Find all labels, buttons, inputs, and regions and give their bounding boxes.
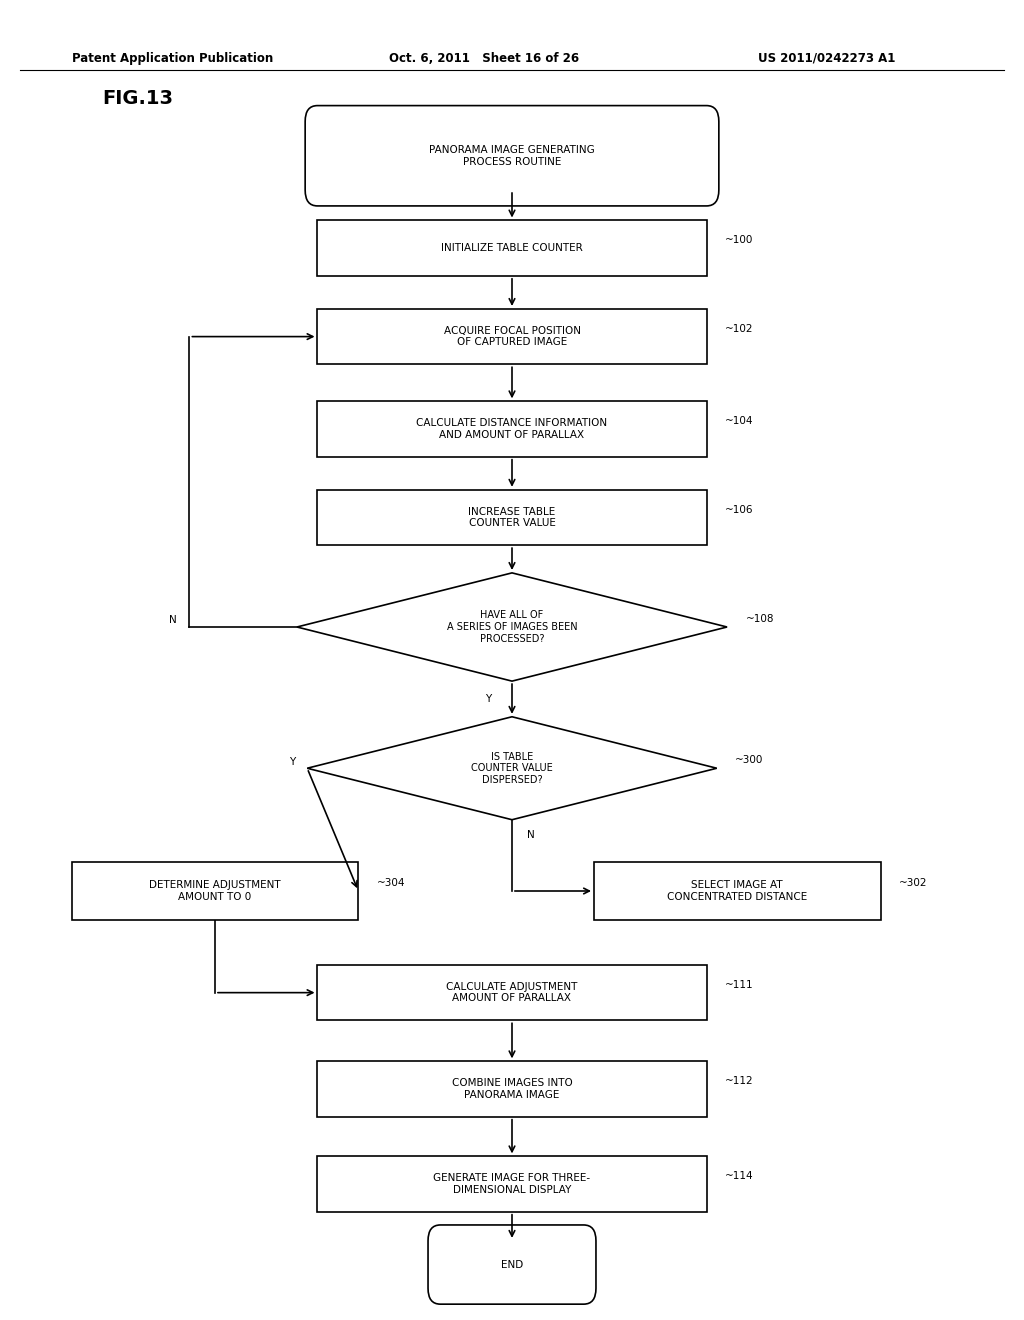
Bar [317, 1061, 707, 1117]
Bar [317, 309, 707, 364]
Text: COMBINE IMAGES INTO
PANORAMA IMAGE: COMBINE IMAGES INTO PANORAMA IMAGE [452, 1078, 572, 1100]
Text: END: END [501, 1259, 523, 1270]
FancyBboxPatch shape [305, 106, 719, 206]
Bar [317, 401, 707, 457]
Text: ~102: ~102 [725, 323, 754, 334]
Text: ~111: ~111 [725, 979, 754, 990]
Text: INITIALIZE TABLE COUNTER: INITIALIZE TABLE COUNTER [441, 243, 583, 253]
Text: ~302: ~302 [899, 878, 928, 888]
Bar [317, 220, 707, 276]
Text: ~300: ~300 [735, 755, 764, 766]
Text: ACQUIRE FOCAL POSITION
OF CAPTURED IMAGE: ACQUIRE FOCAL POSITION OF CAPTURED IMAGE [443, 326, 581, 347]
Text: INCREASE TABLE
COUNTER VALUE: INCREASE TABLE COUNTER VALUE [468, 507, 556, 528]
Bar [317, 1156, 707, 1212]
Text: ~104: ~104 [725, 416, 754, 426]
Bar [594, 862, 881, 920]
Text: CALCULATE ADJUSTMENT
AMOUNT OF PARALLAX: CALCULATE ADJUSTMENT AMOUNT OF PARALLAX [446, 982, 578, 1003]
Text: Oct. 6, 2011   Sheet 16 of 26: Oct. 6, 2011 Sheet 16 of 26 [389, 51, 580, 65]
Text: FIG.13: FIG.13 [102, 90, 173, 108]
Text: CALCULATE DISTANCE INFORMATION
AND AMOUNT OF PARALLAX: CALCULATE DISTANCE INFORMATION AND AMOUN… [417, 418, 607, 440]
Text: Y: Y [485, 694, 492, 705]
Text: PANORAMA IMAGE GENERATING
PROCESS ROUTINE: PANORAMA IMAGE GENERATING PROCESS ROUTIN… [429, 145, 595, 166]
Text: US 2011/0242273 A1: US 2011/0242273 A1 [758, 51, 895, 65]
Text: N: N [527, 830, 536, 841]
Text: ~304: ~304 [377, 878, 406, 888]
FancyBboxPatch shape [428, 1225, 596, 1304]
Text: ~108: ~108 [745, 614, 774, 624]
Polygon shape [307, 717, 717, 820]
Text: ~114: ~114 [725, 1171, 754, 1181]
Polygon shape [297, 573, 727, 681]
Bar [317, 965, 707, 1020]
Text: Patent Application Publication: Patent Application Publication [72, 51, 273, 65]
Text: Y: Y [289, 756, 295, 767]
Text: ~106: ~106 [725, 504, 754, 515]
Text: N: N [169, 615, 177, 626]
Text: DETERMINE ADJUSTMENT
AMOUNT TO 0: DETERMINE ADJUSTMENT AMOUNT TO 0 [150, 880, 281, 902]
Bar [317, 490, 707, 545]
Text: SELECT IMAGE AT
CONCENTRATED DISTANCE: SELECT IMAGE AT CONCENTRATED DISTANCE [668, 880, 807, 902]
Text: ~100: ~100 [725, 235, 754, 246]
Text: IS TABLE
COUNTER VALUE
DISPERSED?: IS TABLE COUNTER VALUE DISPERSED? [471, 751, 553, 785]
Bar [72, 862, 358, 920]
Text: HAVE ALL OF
A SERIES OF IMAGES BEEN
PROCESSED?: HAVE ALL OF A SERIES OF IMAGES BEEN PROC… [446, 610, 578, 644]
Text: GENERATE IMAGE FOR THREE-
DIMENSIONAL DISPLAY: GENERATE IMAGE FOR THREE- DIMENSIONAL DI… [433, 1173, 591, 1195]
Text: ~112: ~112 [725, 1076, 754, 1086]
